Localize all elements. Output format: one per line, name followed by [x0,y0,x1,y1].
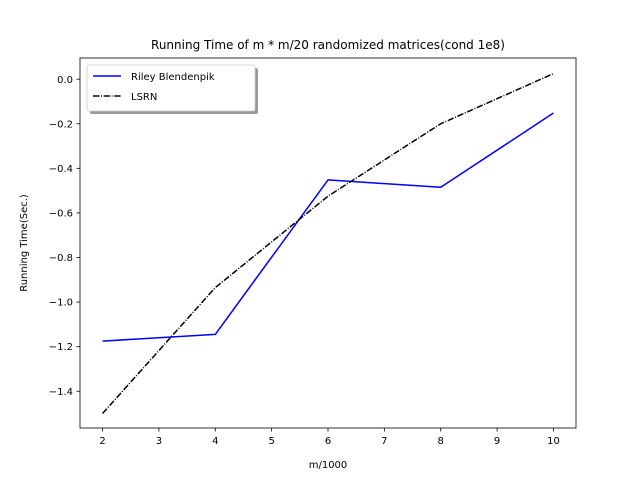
x-axis-label: m/1000 [309,460,348,471]
y-tick-label: −0.2 [49,119,73,130]
x-tick-label: 3 [156,436,162,447]
series-layer [101,72,554,415]
legend-box [86,64,256,112]
y-axis: −1.4 −1.2 −1.0 −0.8 −0.6 −0.4 −0.2 0.0 [49,75,80,398]
y-tick-label: −0.6 [49,209,73,220]
chart-title: Running Time of m * m/20 randomized matr… [151,38,505,52]
x-tick-label: 6 [325,436,331,447]
legend-label-1: LSRN [131,92,157,103]
x-axis: 2 3 4 5 6 7 8 9 10 [99,428,560,447]
y-tick-label: 0.0 [57,75,73,86]
x-tick-label: 10 [547,436,560,447]
x-tick-label: 4 [212,436,218,447]
x-tick-label: 7 [381,436,387,447]
x-tick-label: 8 [438,436,444,447]
legend-label-0: Riley Blendenpik [131,72,215,83]
legend: Riley Blendenpik LSRN [86,64,258,114]
y-tick-label: −1.0 [49,298,73,309]
x-tick-label: 9 [494,436,500,447]
y-tick-label: −0.8 [49,253,73,264]
y-tick-label: −1.4 [49,387,73,398]
x-tick-label: 2 [99,436,105,447]
y-tick-label: −0.4 [49,164,73,175]
y-tick-label: −1.2 [49,342,73,353]
x-tick-label: 5 [268,436,274,447]
y-axis-label: Running Time(Sec.) [19,194,30,292]
series-line-1 [101,72,554,415]
